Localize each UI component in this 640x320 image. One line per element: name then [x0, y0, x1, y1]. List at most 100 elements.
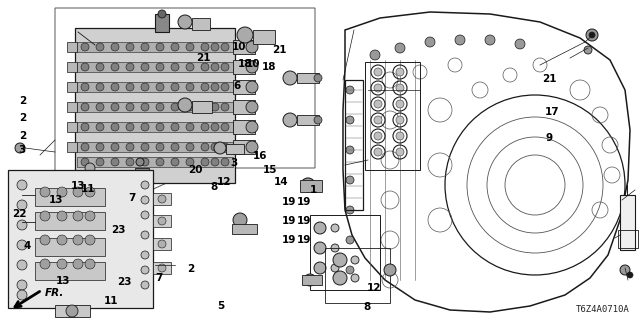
Circle shape: [233, 213, 247, 227]
Text: 3: 3: [230, 158, 237, 168]
Circle shape: [211, 143, 219, 151]
Bar: [67, 142, 77, 152]
Circle shape: [96, 63, 104, 71]
Circle shape: [374, 116, 382, 124]
Text: 1: 1: [310, 185, 317, 196]
Circle shape: [201, 43, 209, 51]
Bar: [192, 18, 210, 30]
Circle shape: [351, 256, 359, 264]
Text: 19: 19: [282, 216, 296, 226]
Circle shape: [85, 163, 95, 173]
Circle shape: [186, 143, 194, 151]
Bar: [297, 115, 319, 125]
Text: 2: 2: [19, 113, 26, 124]
Bar: [365, 62, 420, 170]
Circle shape: [111, 43, 119, 51]
Circle shape: [171, 143, 179, 151]
Circle shape: [158, 10, 166, 18]
Bar: [233, 140, 255, 154]
Circle shape: [73, 211, 83, 221]
Circle shape: [126, 83, 134, 91]
Circle shape: [85, 211, 95, 221]
Text: T6Z4A0710A: T6Z4A0710A: [576, 305, 630, 314]
Circle shape: [178, 98, 192, 112]
Circle shape: [237, 27, 253, 43]
Text: 21: 21: [542, 74, 556, 84]
Circle shape: [186, 123, 194, 131]
Circle shape: [156, 143, 164, 151]
Circle shape: [126, 123, 134, 131]
Circle shape: [141, 231, 149, 239]
Bar: [35, 212, 105, 230]
Circle shape: [346, 146, 354, 154]
Circle shape: [40, 235, 50, 245]
Circle shape: [455, 35, 465, 45]
Circle shape: [201, 158, 209, 166]
Circle shape: [186, 43, 194, 51]
Bar: [232, 224, 257, 234]
Text: 2: 2: [187, 264, 195, 274]
Text: 19: 19: [297, 216, 311, 226]
Circle shape: [111, 158, 119, 166]
Circle shape: [141, 158, 149, 166]
Text: 12: 12: [367, 283, 381, 293]
Circle shape: [171, 103, 179, 111]
Bar: [345, 80, 363, 210]
Circle shape: [171, 83, 179, 91]
Circle shape: [171, 158, 179, 166]
Circle shape: [141, 211, 149, 219]
Circle shape: [370, 50, 380, 60]
Bar: [618, 230, 638, 248]
Text: 21: 21: [196, 53, 211, 63]
Bar: [233, 80, 255, 94]
Circle shape: [221, 83, 229, 91]
Circle shape: [246, 41, 258, 53]
Circle shape: [374, 84, 382, 92]
Bar: [226, 144, 244, 154]
Circle shape: [246, 121, 258, 133]
Circle shape: [515, 39, 525, 49]
Circle shape: [96, 103, 104, 111]
Circle shape: [396, 148, 404, 156]
Bar: [67, 122, 77, 132]
Circle shape: [589, 32, 595, 38]
Circle shape: [81, 83, 89, 91]
Circle shape: [57, 235, 67, 245]
Circle shape: [156, 63, 164, 71]
Bar: [325, 248, 390, 303]
Circle shape: [141, 43, 149, 51]
Circle shape: [374, 68, 382, 76]
Circle shape: [201, 63, 209, 71]
Circle shape: [85, 187, 95, 197]
Circle shape: [201, 83, 209, 91]
Bar: [77, 82, 233, 92]
Text: 19: 19: [297, 196, 311, 207]
Circle shape: [17, 290, 27, 300]
Circle shape: [40, 211, 50, 221]
Circle shape: [221, 43, 229, 51]
Bar: [67, 62, 77, 72]
Text: 2: 2: [19, 131, 26, 141]
Circle shape: [40, 259, 50, 269]
Circle shape: [396, 116, 404, 124]
Circle shape: [81, 158, 89, 166]
Text: 18: 18: [238, 59, 252, 69]
Text: 13: 13: [49, 195, 63, 205]
Text: 10: 10: [232, 42, 246, 52]
Text: 10: 10: [246, 59, 260, 69]
Text: 2: 2: [19, 96, 26, 106]
Circle shape: [346, 206, 354, 214]
Circle shape: [211, 43, 219, 51]
Circle shape: [221, 103, 229, 111]
Circle shape: [57, 211, 67, 221]
Circle shape: [186, 103, 194, 111]
Text: 8: 8: [210, 182, 218, 192]
Circle shape: [156, 83, 164, 91]
Bar: [300, 180, 322, 192]
Circle shape: [211, 158, 219, 166]
Circle shape: [395, 43, 405, 53]
Circle shape: [57, 187, 67, 197]
Circle shape: [96, 123, 104, 131]
Bar: [67, 42, 77, 52]
Bar: [253, 30, 275, 44]
